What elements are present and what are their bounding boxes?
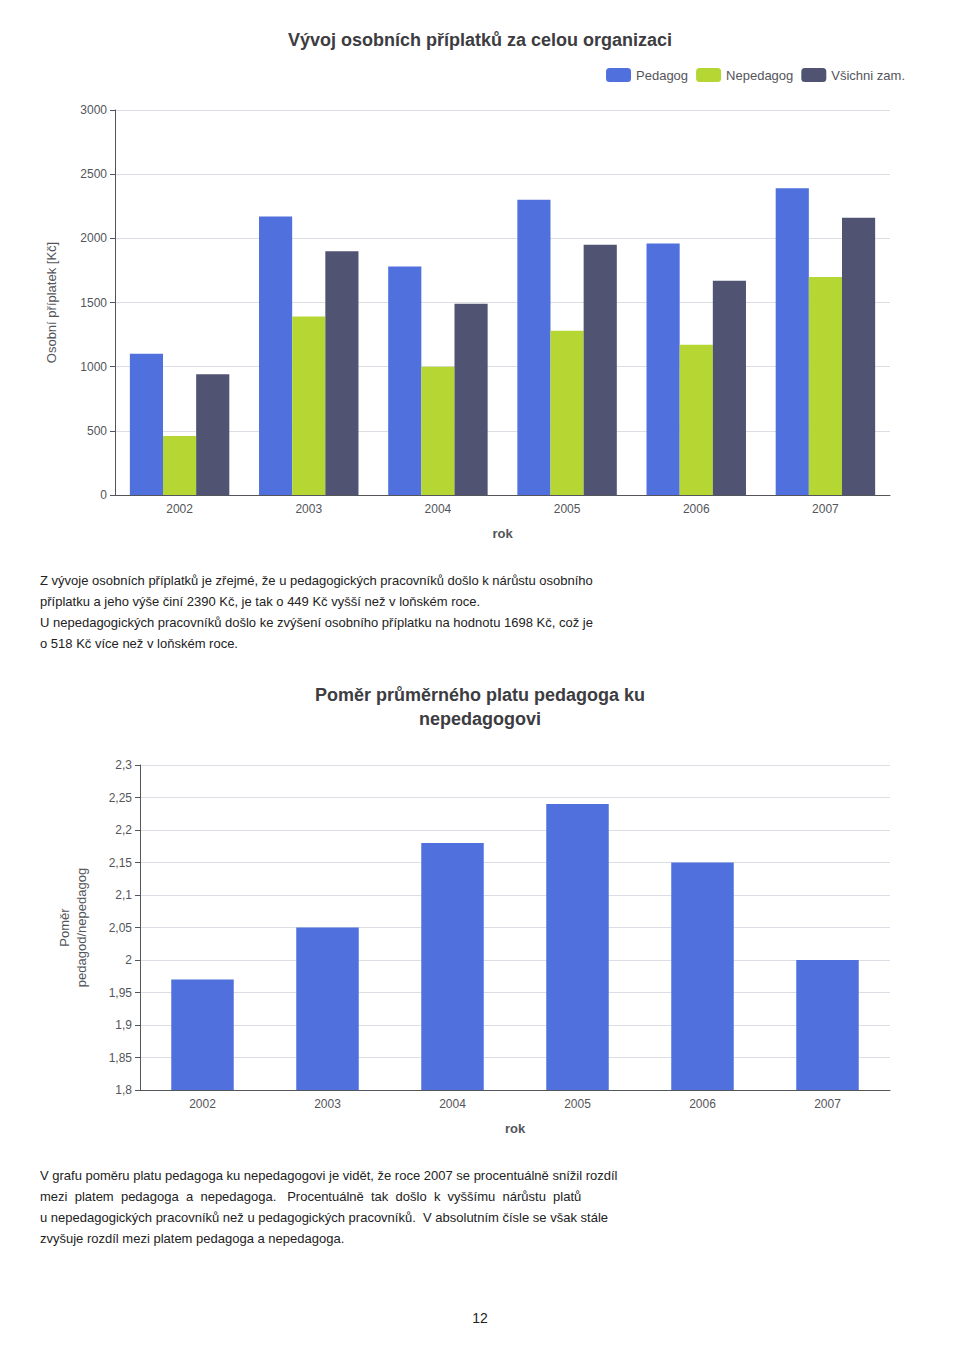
svg-text:2003: 2003: [295, 502, 322, 516]
svg-text:2: 2: [125, 953, 132, 967]
svg-text:2002: 2002: [189, 1097, 216, 1111]
svg-text:1,85: 1,85: [109, 1051, 133, 1065]
html-text:U nepedagogických pracovníků d: U nepedagogických pracovníků došlo ke zv…: [40, 615, 593, 630]
svg-text:2007: 2007: [812, 502, 839, 516]
svg-text:2,1: 2,1: [115, 888, 132, 902]
svg-text:2005: 2005: [564, 1097, 591, 1111]
svg-text:2,3: 2,3: [115, 758, 132, 772]
svg-text:2004: 2004: [439, 1097, 466, 1111]
html-text:o 518 Kč více než v loňském ro: o 518 Kč více než v loňském roce.: [40, 636, 238, 651]
svg-text:2003: 2003: [314, 1097, 341, 1111]
html-text:12: 12: [472, 1310, 488, 1326]
svg-text:Poměr: Poměr: [57, 908, 72, 947]
svg-text:1,9: 1,9: [115, 1018, 132, 1032]
svg-text:500: 500: [87, 424, 107, 438]
svg-text:2004: 2004: [425, 502, 452, 516]
svg-text:1000: 1000: [80, 360, 107, 374]
svg-text:2006: 2006: [683, 502, 710, 516]
svg-text:Všichni zam.: Všichni zam.: [831, 68, 905, 83]
svg-text:Vývoj osobních příplatků za ce: Vývoj osobních příplatků za celou organi…: [288, 30, 672, 50]
svg-text:rok: rok: [505, 1121, 526, 1136]
svg-text:3000: 3000: [80, 103, 107, 117]
html-text:V grafu poměru platu pedagoga: V grafu poměru platu pedagoga ku nepedag…: [40, 1168, 618, 1183]
svg-text:Osobní příplatek [Kč]: Osobní příplatek [Kč]: [44, 242, 59, 363]
html-text:u nepedagogických pracovníků n: u nepedagogických pracovníků než u pedag…: [40, 1210, 608, 1225]
svg-text:0: 0: [100, 488, 107, 502]
svg-text:2500: 2500: [80, 167, 107, 181]
svg-text:1,95: 1,95: [109, 986, 133, 1000]
svg-text:rok: rok: [492, 526, 513, 541]
svg-text:2005: 2005: [554, 502, 581, 516]
html-text:zvyšuje rozdíl mezi platem ped: zvyšuje rozdíl mezi platem pedagoga a ne…: [40, 1231, 345, 1246]
svg-text:2000: 2000: [80, 231, 107, 245]
svg-text:Nepedagog: Nepedagog: [726, 68, 793, 83]
svg-text:Pedagog: Pedagog: [636, 68, 688, 83]
svg-text:nepedagogovi: nepedagogovi: [419, 709, 541, 729]
svg-text:2,05: 2,05: [109, 921, 133, 935]
svg-text:1,8: 1,8: [115, 1083, 132, 1097]
svg-text:2006: 2006: [689, 1097, 716, 1111]
svg-text:2,15: 2,15: [109, 856, 133, 870]
svg-text:2002: 2002: [166, 502, 193, 516]
svg-text:Poměr průměrného platu pedagog: Poměr průměrného platu pedagoga ku: [315, 685, 645, 705]
html-text:příplatku a jeho výše činí 239: příplatku a jeho výše činí 2390 Kč, je t…: [40, 594, 481, 609]
svg-text:pedagod/nepedagog: pedagod/nepedagog: [74, 868, 89, 987]
svg-text:2,2: 2,2: [115, 823, 132, 837]
html-text:mezi platem pedagoga a nepedag: mezi platem pedagoga a nepedagoga. Proce…: [40, 1189, 582, 1204]
svg-text:2,25: 2,25: [109, 791, 133, 805]
svg-text:1500: 1500: [80, 296, 107, 310]
html-text:Z vývoje osobních příplatků je: Z vývoje osobních příplatků je zřejmé, ž…: [40, 573, 593, 588]
svg-text:2007: 2007: [814, 1097, 841, 1111]
